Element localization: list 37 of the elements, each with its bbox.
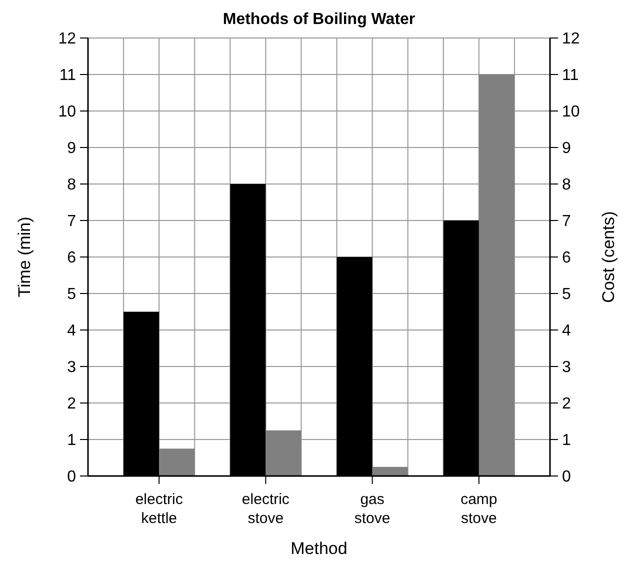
y2-tick-label: 0	[562, 468, 571, 486]
y-tick-label: 11	[59, 67, 76, 84]
y-tick-label: 7	[67, 213, 76, 230]
bar	[159, 448, 195, 476]
y-tick-label: 4	[67, 322, 76, 340]
y-tick-label: 0	[67, 468, 76, 486]
bar	[372, 466, 408, 476]
y-tick-label: 1	[67, 432, 76, 450]
y2-tick-label: 11	[562, 67, 579, 84]
y2-tick-label: 12	[562, 30, 580, 48]
y2-tick-label: 6	[562, 250, 571, 267]
y-tick-label: 12	[58, 30, 76, 48]
y-tick-label: 6	[67, 250, 76, 267]
y2-tick-label: 10	[562, 104, 580, 121]
y2-tick-label: 2	[562, 396, 571, 413]
y2-tick-label: 9	[562, 140, 571, 158]
y2-tick-label: 8	[562, 176, 571, 194]
x-tick-label: electric kettle	[135, 491, 184, 527]
y2-tick-label: 3	[562, 359, 571, 376]
y-axis-title: Time (min)	[15, 216, 34, 298]
x-axis-title: Method	[290, 539, 348, 558]
chart-title: Methods of Boiling Water	[222, 11, 416, 28]
y2-tick-label: 7	[562, 213, 571, 230]
y-tick-label: 10	[58, 104, 76, 121]
y2-tick-label: 5	[562, 286, 571, 304]
y-tick-label: 8	[67, 176, 76, 194]
bar	[266, 430, 302, 476]
y-tick-label: 5	[67, 286, 76, 304]
x-tick-label: gas stove	[354, 491, 390, 527]
x-tick-label: camp stove	[460, 491, 498, 527]
y-tick-label: 9	[67, 140, 76, 158]
y-tick-label: 3	[67, 359, 76, 376]
x-tick-label: electric stove	[242, 491, 290, 527]
y-tick-label: 2	[67, 396, 76, 413]
y2-tick-label: 1	[562, 432, 571, 450]
y2-tick-label: 4	[562, 322, 571, 340]
y2-axis-title: Cost (cents)	[599, 211, 618, 303]
